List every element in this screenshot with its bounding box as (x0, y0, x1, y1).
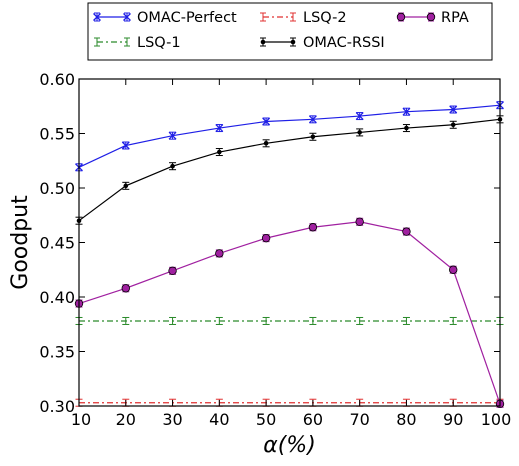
x-axis: 10 20 30 40 50 60 70 80 90 100 (71, 79, 511, 429)
series-rpa (74, 217, 505, 409)
data-point (308, 115, 317, 124)
legend-marker (123, 13, 131, 21)
marker-stroke (355, 112, 364, 121)
legend-label: LSQ-2 (303, 10, 347, 26)
legend-marker (426, 12, 436, 22)
data-point (449, 265, 458, 274)
data-point (308, 223, 318, 232)
data-point (217, 149, 222, 155)
data-point (450, 122, 456, 128)
series-group (74, 101, 505, 409)
x-tick-label: 30 (162, 410, 182, 429)
legend-label: RPA (441, 10, 469, 26)
data-point (355, 112, 364, 121)
y-tick-label: 0.50 (39, 179, 75, 198)
marker-stroke (121, 141, 130, 150)
y-tick-label: 0.60 (39, 70, 75, 89)
legend-item: RPA (396, 10, 469, 26)
legend-label: OMAC-RSSI (303, 35, 385, 51)
data-point (310, 134, 316, 140)
series-lsq-1 (75, 316, 504, 325)
marker-stroke (215, 124, 224, 133)
data-point (168, 266, 177, 276)
series-line (78, 118, 501, 222)
marker-stroke (402, 107, 411, 116)
data-point (121, 284, 130, 293)
plot-frame (78, 78, 501, 407)
x-tick-label: 10 (71, 410, 91, 429)
marker-stroke (308, 115, 317, 124)
x-tick-label: 60 (303, 410, 323, 429)
series-line (78, 221, 501, 405)
x-tick-label: 40 (209, 410, 229, 429)
legend-label: LSQ-1 (137, 35, 181, 51)
data-point (402, 107, 411, 116)
data-point (168, 131, 177, 140)
legend-marker (93, 13, 101, 21)
legend-marker (396, 12, 406, 22)
data-point (215, 249, 224, 258)
data-point (449, 105, 458, 114)
series-omac-perfect (75, 101, 504, 172)
y-axis: 0.30 0.35 0.40 0.45 0.50 0.55 0.60 (39, 70, 500, 416)
legend-label: OMAC-Perfect (137, 10, 237, 26)
data-point (357, 130, 362, 135)
legend-marker (260, 39, 266, 45)
data-point (170, 163, 175, 169)
data-point (402, 227, 411, 236)
y-tick-label: 0.35 (39, 343, 75, 362)
legend-marker (290, 39, 296, 45)
x-tick-label: 20 (116, 410, 136, 429)
x-tick-label: 90 (443, 410, 463, 429)
series-line (78, 104, 501, 168)
data-point (261, 233, 271, 243)
y-tick-label: 0.40 (39, 288, 75, 307)
x-tick-label: 70 (349, 410, 369, 429)
y-axis-label: Goodput (8, 195, 33, 290)
marker-stroke (449, 105, 458, 114)
marker-stroke (168, 131, 177, 140)
legend-item: OMAC-Perfect (93, 10, 237, 26)
y-tick-label: 0.55 (39, 125, 75, 144)
data-point (404, 125, 409, 131)
series-omac-rssi (75, 115, 504, 225)
legend-item: LSQ-1 (94, 35, 181, 51)
data-point (262, 117, 271, 126)
legend-item: LSQ-2 (260, 10, 347, 26)
x-tick-label: 80 (396, 410, 416, 429)
data-point (123, 183, 129, 189)
data-point (215, 124, 224, 133)
data-point (263, 141, 269, 146)
data-point (121, 141, 130, 150)
data-point (355, 217, 364, 226)
marker-stroke (262, 117, 271, 126)
y-tick-label: 0.30 (39, 397, 75, 416)
y-tick-label: 0.45 (39, 234, 75, 253)
legend-item: OMAC-RSSI (260, 35, 385, 51)
x-tick-label: 100 (481, 410, 512, 429)
x-tick-label: 50 (256, 410, 276, 429)
legend: OMAC-Perfect LSQ-1 LSQ-2 OMAC-RSSI RPA (87, 2, 493, 61)
x-axis-label: α(%) (263, 433, 316, 458)
series-lsq-2 (75, 398, 504, 407)
